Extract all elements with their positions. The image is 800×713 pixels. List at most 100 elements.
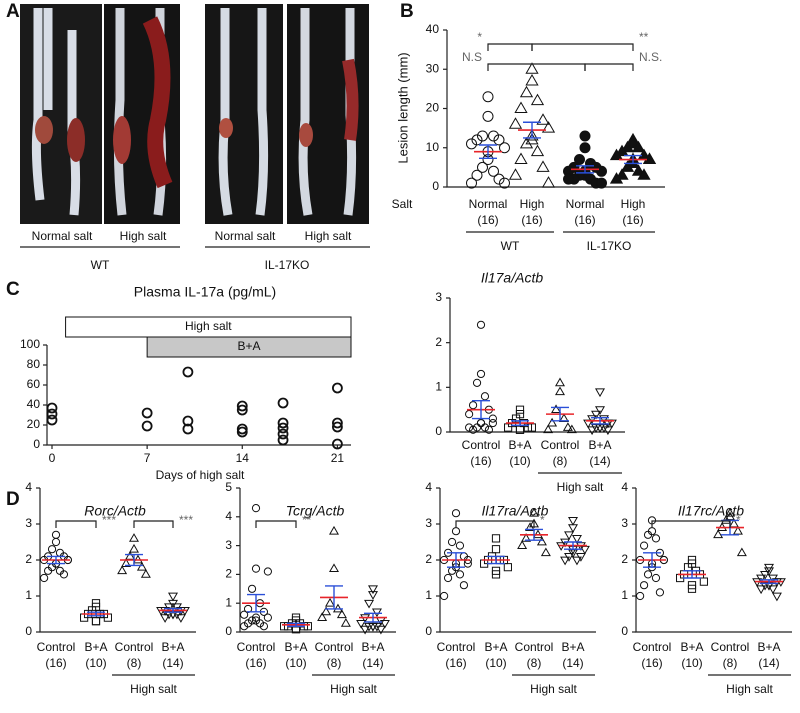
sem-bar xyxy=(525,528,543,541)
group-size: (16) xyxy=(622,213,643,227)
sem-bar xyxy=(325,585,343,610)
lesion xyxy=(67,118,85,162)
point xyxy=(598,415,609,424)
point xyxy=(277,422,289,434)
point xyxy=(543,424,554,434)
y-tick-label: 1 xyxy=(225,595,232,609)
point xyxy=(451,509,461,518)
point xyxy=(40,573,49,583)
point xyxy=(732,525,743,535)
group-size: (16) xyxy=(445,656,466,670)
point xyxy=(491,545,501,554)
significance-label: *** xyxy=(102,513,116,527)
significance-bracket xyxy=(487,43,533,51)
point xyxy=(356,619,367,629)
point xyxy=(643,530,653,539)
point xyxy=(525,62,539,74)
point xyxy=(488,130,499,142)
x-tick-label: Control xyxy=(115,640,154,654)
group-size: (14) xyxy=(162,656,183,670)
sem-bar xyxy=(364,612,382,623)
point xyxy=(440,591,449,601)
point xyxy=(493,134,505,146)
point xyxy=(47,545,57,554)
set-label: High salt xyxy=(557,480,604,494)
sem-bar xyxy=(643,552,661,568)
point xyxy=(443,573,453,583)
point xyxy=(465,410,474,419)
point xyxy=(277,428,289,440)
point xyxy=(332,421,343,433)
set-label: High salt xyxy=(330,682,377,696)
y-axis-label: Lesion length (mm) xyxy=(395,52,410,163)
group-size: (16) xyxy=(245,656,266,670)
point xyxy=(476,369,486,379)
point xyxy=(125,551,136,560)
y-tick-label: 10 xyxy=(426,140,440,154)
point xyxy=(525,132,539,145)
lesion xyxy=(113,116,131,164)
point xyxy=(651,573,661,583)
point xyxy=(336,609,347,619)
y-tick-label: 3 xyxy=(25,516,32,530)
point xyxy=(571,535,582,544)
group-size: (8) xyxy=(127,656,142,670)
significance-label: ** xyxy=(639,30,649,44)
point xyxy=(536,160,550,172)
sem-bar xyxy=(591,417,609,425)
point xyxy=(482,91,494,103)
axis-line xyxy=(46,345,351,446)
x-tick-label: Control xyxy=(541,438,580,452)
point xyxy=(609,172,624,184)
point xyxy=(332,603,343,613)
significance-label: N.S xyxy=(462,50,482,64)
point xyxy=(263,567,272,576)
point xyxy=(375,625,386,635)
y-tick-label: 5 xyxy=(225,480,232,494)
point xyxy=(236,404,248,416)
point xyxy=(468,425,478,434)
point xyxy=(466,177,477,189)
image-label: High salt xyxy=(305,229,352,243)
sem-bar xyxy=(164,607,182,613)
set-label: High salt xyxy=(130,682,177,696)
x-tick-label: B+A xyxy=(561,640,584,654)
point xyxy=(564,531,575,541)
point xyxy=(91,617,101,626)
point xyxy=(596,177,607,189)
point xyxy=(620,160,635,172)
row-label: Salt xyxy=(392,197,413,211)
point xyxy=(328,525,340,535)
significance-bracket xyxy=(455,520,535,528)
group-size: (8) xyxy=(723,656,738,670)
significance-label: *** xyxy=(179,513,193,527)
treatment-bar xyxy=(146,336,352,358)
point xyxy=(182,423,194,435)
x-tick-label: B+A xyxy=(361,640,384,654)
point xyxy=(503,563,512,572)
chart-title: Rorc/Actb xyxy=(84,503,146,519)
point xyxy=(141,407,153,419)
y-tick-label: 0 xyxy=(435,424,442,438)
significance-bracket xyxy=(55,520,97,528)
point xyxy=(136,561,147,571)
point xyxy=(493,173,505,185)
point xyxy=(332,438,343,450)
x-tick-label: Control xyxy=(515,640,554,654)
point xyxy=(379,619,390,629)
point xyxy=(639,581,649,590)
x-tick-label: Control xyxy=(315,640,354,654)
point xyxy=(551,404,562,414)
y-tick-label: 80 xyxy=(27,357,41,371)
point xyxy=(519,85,534,98)
x-tick-label: Control xyxy=(711,640,750,654)
y-tick-label: 3 xyxy=(621,516,628,530)
point xyxy=(283,622,293,631)
y-tick-label: 20 xyxy=(27,417,41,431)
point xyxy=(491,570,501,579)
point xyxy=(515,405,525,414)
point xyxy=(571,556,582,566)
lesion xyxy=(219,118,233,138)
point xyxy=(527,423,536,432)
photo xyxy=(20,4,102,224)
